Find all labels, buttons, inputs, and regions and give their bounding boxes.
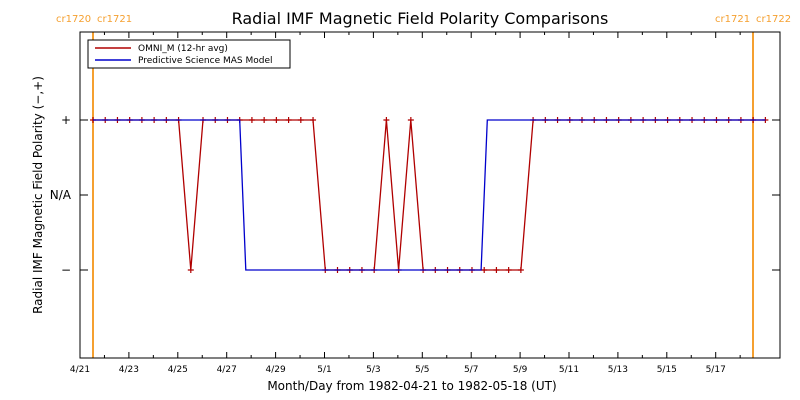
series-0-point-14 <box>261 117 268 123</box>
xtick-label-9: 5/9 <box>513 365 528 375</box>
series-0-point-16 <box>285 117 292 123</box>
xtick-label-6: 5/3 <box>366 365 380 375</box>
legend-label-omni: OMNI_M (12-hr avg) <box>138 44 228 54</box>
carrington-label-left-2: cr1721 <box>97 14 132 25</box>
legend: OMNI_M (12-hr avg) Predictive Science MA… <box>87 39 291 69</box>
xtick-label-11: 5/13 <box>608 365 628 375</box>
axis-ticks: 4/21 4/23 4/25 4/27 4/29 5/1 5/3 5/5 5/7 5/9 5/11 5… <box>70 32 780 375</box>
series-0-point-34 <box>505 267 512 273</box>
xtick-label-4: 4/29 <box>265 365 285 375</box>
x-axis-label: Month/Day from 1982-04-21 to 1982-05-18 … <box>267 379 556 393</box>
xtick-label-5: 5/1 <box>317 365 331 375</box>
xtick-label-10: 5/11 <box>559 365 579 375</box>
xtick-label-13: 5/17 <box>706 365 726 375</box>
carrington-label-right-1: cr1721 <box>715 14 750 25</box>
xtick-label-7: 5/5 <box>415 365 429 375</box>
series-0-point-13 <box>248 117 255 123</box>
ytick-label-plus: + <box>61 113 71 127</box>
ytick-label-minus: − <box>61 263 71 277</box>
series-0-point-18 <box>310 117 317 123</box>
xtick-label-3: 4/27 <box>217 365 237 375</box>
chart-title: Radial IMF Magnetic Field Polarity Compa… <box>232 9 609 28</box>
series-0-point-8 <box>187 267 194 273</box>
xtick-label-0: 4/21 <box>70 365 90 375</box>
series-0-point-15 <box>273 117 280 123</box>
xtick-label-8: 5/7 <box>464 365 478 375</box>
series-0-point-26 <box>407 117 414 123</box>
carrington-label-right-2: cr1722 <box>756 14 791 25</box>
xtick-label-2: 4/25 <box>168 365 188 375</box>
series-line-1 <box>93 119 766 271</box>
legend-label-mas: Predictive Science MAS Model <box>138 56 273 66</box>
carrington-label-left-1: cr1720 <box>56 14 91 25</box>
xtick-label-1: 4/23 <box>119 365 139 375</box>
ytick-label-na: N/A <box>50 188 72 202</box>
series-0-point-32 <box>481 267 488 273</box>
legend-box <box>87 39 291 69</box>
series-0-point-35 <box>517 267 524 273</box>
series-layer <box>90 117 769 273</box>
series-0-point-17 <box>297 117 304 123</box>
series-0-point-33 <box>493 267 500 273</box>
xtick-label-12: 5/15 <box>657 365 677 375</box>
series-0-point-24 <box>383 117 390 123</box>
y-axis-label: Radial IMF Magnetic Field Polarity (−,+) <box>31 76 45 314</box>
